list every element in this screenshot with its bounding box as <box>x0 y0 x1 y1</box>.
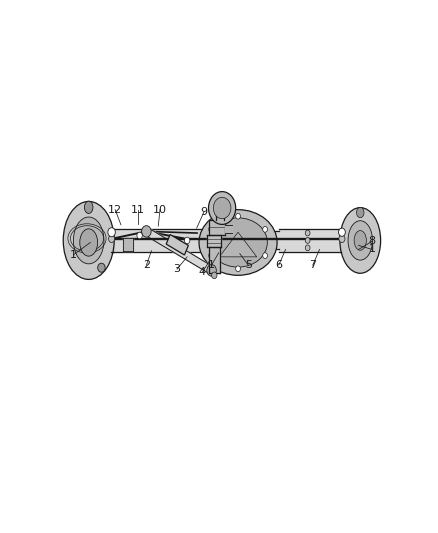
Text: 11: 11 <box>131 205 145 215</box>
Ellipse shape <box>209 218 267 267</box>
Circle shape <box>305 230 310 236</box>
Circle shape <box>263 227 268 232</box>
Ellipse shape <box>63 201 114 279</box>
Ellipse shape <box>80 229 98 256</box>
Text: 5: 5 <box>245 260 252 270</box>
Circle shape <box>263 253 268 259</box>
Circle shape <box>184 237 190 244</box>
Circle shape <box>208 253 213 259</box>
Text: 8: 8 <box>368 236 376 246</box>
Circle shape <box>339 228 345 236</box>
Circle shape <box>236 266 240 272</box>
Text: 7: 7 <box>309 260 316 270</box>
Text: 1: 1 <box>208 260 215 270</box>
Circle shape <box>208 227 213 232</box>
Circle shape <box>305 238 310 243</box>
Circle shape <box>339 235 345 243</box>
Polygon shape <box>166 235 188 255</box>
Ellipse shape <box>85 201 93 213</box>
Text: 9: 9 <box>201 207 208 217</box>
Text: 2: 2 <box>143 260 150 270</box>
Circle shape <box>208 191 236 224</box>
Circle shape <box>212 272 217 279</box>
Ellipse shape <box>199 209 277 276</box>
Ellipse shape <box>98 263 105 272</box>
Ellipse shape <box>354 231 366 251</box>
Text: 3: 3 <box>173 264 180 274</box>
Circle shape <box>109 235 115 243</box>
Circle shape <box>236 213 240 219</box>
Circle shape <box>137 232 142 239</box>
Text: 1: 1 <box>369 245 376 254</box>
Text: 6: 6 <box>276 260 282 270</box>
Ellipse shape <box>357 207 364 217</box>
Circle shape <box>305 245 310 251</box>
Text: 1: 1 <box>70 250 77 260</box>
Polygon shape <box>219 232 257 257</box>
Ellipse shape <box>74 217 104 264</box>
Circle shape <box>207 265 216 276</box>
Text: 10: 10 <box>153 205 167 215</box>
Circle shape <box>213 197 231 219</box>
Circle shape <box>108 228 115 237</box>
Polygon shape <box>145 228 213 274</box>
Circle shape <box>141 225 151 237</box>
Ellipse shape <box>348 221 372 260</box>
Ellipse shape <box>340 207 381 273</box>
Text: 12: 12 <box>108 205 122 215</box>
Text: 4: 4 <box>199 267 206 277</box>
